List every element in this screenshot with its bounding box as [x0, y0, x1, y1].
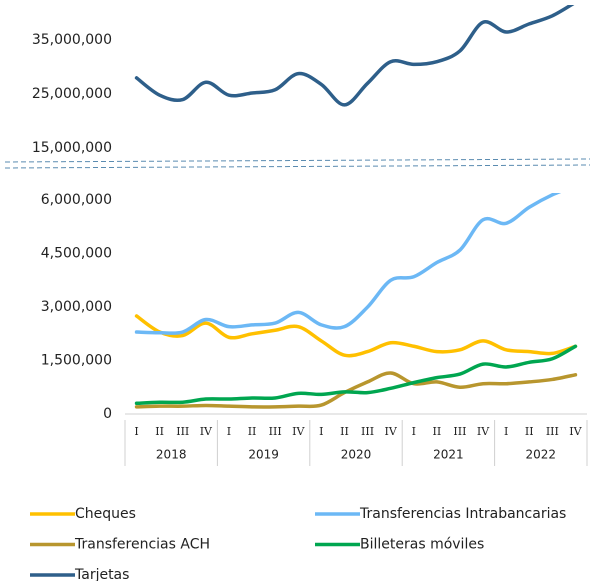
axis-break: [4, 164, 591, 169]
x-group-label: 2018: [156, 448, 187, 462]
series-line: [134, 344, 578, 406]
x-tick-label: IV: [569, 425, 582, 438]
y-tick-label: 3,000,000: [41, 299, 112, 315]
x-tick-label: II: [432, 425, 441, 438]
x-group-label: 2019: [248, 448, 279, 462]
plot-area: [134, 193, 578, 409]
x-tick-label: III: [361, 425, 374, 438]
x-tick-label: IV: [200, 425, 213, 438]
legend-label: Cheques: [75, 506, 136, 522]
x-tick-label: III: [546, 425, 559, 438]
y-tick-label: 25,000,000: [32, 86, 112, 102]
plot-area: [134, 5, 575, 107]
x-tick-label: I: [319, 425, 323, 438]
legend-label: Billeteras móviles: [360, 537, 484, 553]
axis-break: [4, 158, 591, 163]
legend-label: Transferencias Intrabancarias: [359, 506, 566, 522]
y-tick-label: 1,500,000: [41, 353, 112, 369]
y-tick-label: 15,000,000: [32, 140, 112, 156]
x-tick-label: IV: [385, 425, 398, 438]
x-tick-label: III: [453, 425, 466, 438]
y-tick-label: 4,500,000: [41, 246, 112, 262]
x-tick-label: III: [176, 425, 189, 438]
y-tick-label: 6,000,000: [41, 192, 112, 208]
series-line: [134, 193, 562, 335]
x-tick-label: III: [269, 425, 282, 438]
x-tick-label: II: [155, 425, 164, 438]
x-tick-label: II: [525, 425, 534, 438]
x-tick-label: I: [412, 425, 416, 438]
x-group-label: 2022: [526, 448, 557, 462]
x-tick-label: IV: [477, 425, 490, 438]
x-tick-label: II: [248, 425, 257, 438]
x-tick-label: II: [340, 425, 349, 438]
y-tick-label: 0: [103, 406, 112, 422]
x-group-label: 2020: [341, 448, 372, 462]
y-tick-label: 35,000,000: [32, 32, 112, 48]
x-tick-label: I: [504, 425, 508, 438]
series-line: [134, 371, 578, 409]
legend-label: Transferencias ACH: [74, 537, 210, 553]
series-line: [134, 314, 578, 358]
x-tick-label: I: [134, 425, 138, 438]
x-tick-label: I: [227, 425, 231, 438]
legend-label: Tarjetas: [74, 567, 129, 581]
x-group-label: 2021: [433, 448, 464, 462]
x-tick-label: IV: [292, 425, 305, 438]
series-line: [134, 5, 575, 107]
